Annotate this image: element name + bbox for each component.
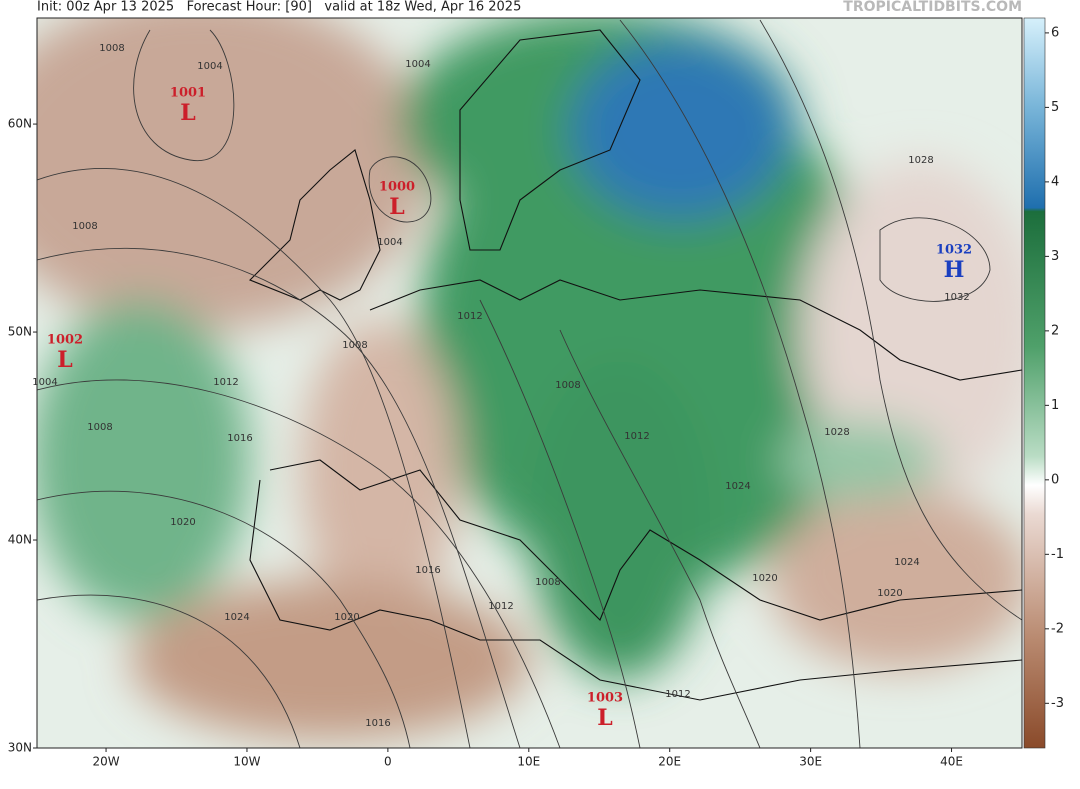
isobar-label: 1008 [72,221,97,232]
center-pressure: 1002 [47,333,83,348]
isobar-label: 1032 [944,292,969,303]
lon-label: 10W [233,755,260,769]
isobar-label: 1024 [725,481,750,492]
isobar-label: 1008 [535,577,560,588]
isobar-label: 1008 [99,43,124,54]
colorbar-label: -3 [1051,696,1064,711]
watermark: TROPICALTIDBITS.COM [843,0,1022,15]
isobar-label: 1028 [908,155,933,166]
lon-label: 10E [517,755,540,769]
isobar-label: 1020 [334,612,359,623]
center-letter: L [389,194,404,220]
lon-label: 30E [799,755,822,769]
center-letter: L [57,347,72,373]
colorbar-label: 2 [1051,323,1059,338]
isobar-label: 1008 [342,340,367,351]
center-pressure: 1032 [936,243,972,258]
lat-label: 30N [8,741,32,755]
isobar-label: 1012 [488,601,513,612]
isobar-label: 1008 [555,380,580,391]
center-pressure: 1000 [379,180,415,195]
colorbar-label: 4 [1051,174,1059,189]
colorbar-label: 0 [1051,472,1059,487]
lon-label: 40E [940,755,963,769]
isobar-label: 1008 [87,422,112,433]
isobar-label: 1004 [32,377,57,388]
isobar-label: 1020 [170,517,195,528]
lat-label: 60N [8,117,32,131]
isobar-label: 1024 [894,557,919,568]
isobar-label: 1004 [197,61,222,72]
colorbar-label: -1 [1051,547,1064,562]
lat-label: 50N [8,325,32,339]
colorbar-label: 6 [1051,25,1059,40]
isobar-label: 1016 [365,718,390,729]
colorbar-label: 1 [1051,398,1059,413]
isobar-label: 1016 [227,433,252,444]
header-info: Init: 00z Apr 13 2025 Forecast Hour: [90… [37,0,521,15]
center-letter: L [180,100,195,126]
isobar-label: 1020 [877,588,902,599]
map-frame [36,17,1023,749]
isobar-label: 1024 [224,612,249,623]
lon-label: 0 [384,755,392,769]
isobar-label: 1012 [624,431,649,442]
center-letter: L [597,705,612,731]
colorbar-label: -2 [1051,621,1064,636]
center-letter: H [944,257,965,283]
colorbar-label: 3 [1051,249,1059,264]
isobar-label: 1012 [665,689,690,700]
lon-label: 20E [658,755,681,769]
center-pressure: 1003 [587,691,623,706]
isobar-label: 1004 [405,59,430,70]
isobar-label: 1012 [213,377,238,388]
isobar-label: 1028 [824,427,849,438]
colorbar-label: 5 [1051,100,1059,115]
isobar-label: 1020 [752,573,777,584]
map-field [37,18,1022,748]
center-pressure: 1001 [170,86,206,101]
isobar-label: 1012 [457,311,482,322]
isobar-label: 1016 [415,565,440,576]
isobar-label: 1004 [377,237,402,248]
colorbar [1023,17,1046,749]
lon-label: 20W [92,755,119,769]
lat-label: 40N [8,533,32,547]
